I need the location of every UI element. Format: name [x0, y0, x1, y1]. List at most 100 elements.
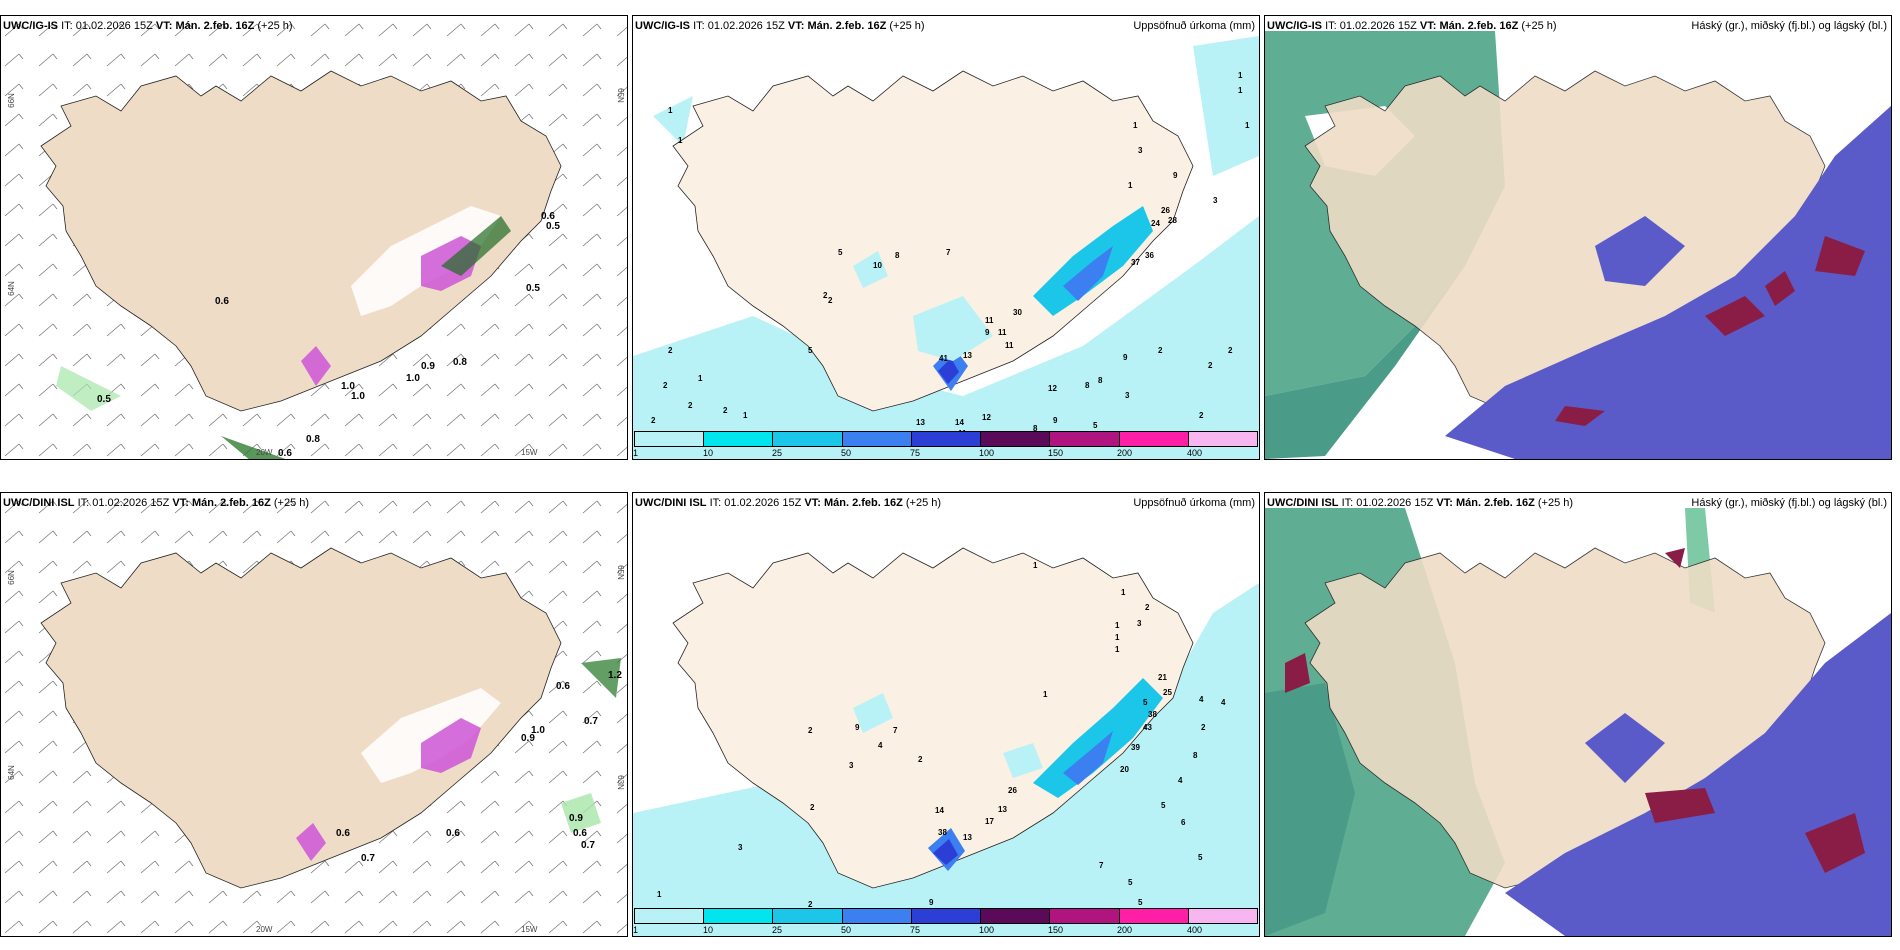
precip-value: 3: [738, 843, 743, 852]
precip-value: 2: [810, 803, 815, 812]
panel-dini-cloud: UWC/DINI ISL IT: 01.02.2026 15Z VT: Mán.…: [1264, 492, 1892, 937]
precip-value: 11: [998, 328, 1007, 337]
precip-value: 13: [998, 805, 1007, 814]
lon-label: 20W: [256, 925, 273, 934]
wind-map: [1, 16, 627, 459]
legend-swatch: [1119, 431, 1189, 447]
legend-tick: 25: [772, 448, 783, 458]
panel-right-title: Háský (gr.), miðský (fj.bl.) og lágský (…: [1691, 20, 1887, 32]
panel-right-title: Uppsöfnuð úrkoma (mm): [1133, 20, 1255, 32]
wind-label: 0.6: [541, 211, 555, 222]
legend-tick: 400: [1187, 925, 1203, 935]
wind-label: 0.9: [421, 361, 435, 372]
precip-value: 5: [808, 346, 813, 355]
precip-value: 5: [1198, 853, 1203, 862]
iceland-land: [40, 70, 562, 412]
legend-tick: 1: [633, 925, 639, 935]
precip-value: 1: [1115, 621, 1120, 630]
wind-label: 1.0: [406, 373, 420, 384]
precip-value: 8: [1085, 381, 1090, 390]
legend-swatch: [1188, 431, 1258, 447]
precip-value: 2: [651, 416, 656, 425]
iceland-land: [672, 547, 1194, 889]
precip-value: 9: [1173, 171, 1178, 180]
lat-label: 64N: [6, 281, 16, 296]
precip-value: 7: [946, 248, 951, 257]
panel-right-title: Háský (gr.), miðský (fj.bl.) og lágský (…: [1691, 497, 1887, 509]
precip-value: 2: [1158, 346, 1163, 355]
precip-value: 38: [938, 828, 947, 837]
precip-value: 1: [1128, 181, 1133, 190]
precip-value: 1: [1033, 561, 1038, 570]
precip-value: 38: [1148, 710, 1157, 719]
precip-value: 1: [1238, 86, 1243, 95]
legend-swatch: [634, 908, 705, 924]
precip-value: 2: [663, 381, 668, 390]
wind-label: 0.6: [446, 828, 460, 839]
legend-swatch: [773, 908, 843, 924]
precip-value: 8: [1098, 376, 1103, 385]
precip-value: 14: [935, 806, 944, 815]
precip-legend: 1 10 25 50 75 100 150 200 400: [633, 908, 1258, 936]
precip-value: 2: [688, 401, 693, 410]
panel-dini-wind: UWC/DINI ISL IT: 01.02.2026 15Z VT: Mán.…: [0, 492, 628, 937]
precip-value: 2: [668, 346, 673, 355]
precip-value: 1: [1133, 121, 1138, 130]
wind-label: 0.6: [278, 448, 292, 459]
precip-value: 26: [1008, 786, 1017, 795]
precip-value: 1: [657, 890, 662, 899]
wind-label: 0.8: [453, 357, 467, 368]
precip-value: 1: [743, 411, 748, 420]
lat-label: 66N: [6, 570, 16, 585]
panel-title: UWC/IG-IS IT: 01.02.2026 15Z VT: Mán. 2.…: [635, 20, 925, 32]
precip-value: 2: [828, 296, 833, 305]
panel-title: UWC/IG-IS IT: 01.02.2026 15Z VT: Mán. 2.…: [1267, 20, 1557, 32]
legend-tick: 150: [1048, 925, 1064, 935]
precip-value: 4: [1178, 776, 1183, 785]
precip-value: 1: [1115, 633, 1120, 642]
lon-label: 15W: [521, 925, 538, 934]
legend-tick: 10: [703, 925, 714, 935]
legend-tick: 10: [703, 448, 714, 458]
panel-iges-precip: UWC/IG-IS IT: 01.02.2026 15Z VT: Mán. 2.…: [632, 15, 1260, 460]
precip-value: 25: [1163, 688, 1172, 697]
precip-value: 2: [1208, 361, 1213, 370]
legend-tick: 25: [772, 925, 783, 935]
panel-dini-precip: UWC/DINI ISL IT: 01.02.2026 15Z VT: Mán.…: [632, 492, 1260, 937]
cloud-map: [1265, 493, 1891, 936]
legend-tick: 75: [910, 925, 921, 935]
precip-value: 5: [838, 248, 843, 257]
precip-value: 6: [1181, 818, 1186, 827]
precip-value: 13: [963, 351, 972, 360]
wind-label: 0.6: [573, 828, 587, 839]
wind-label: 1.0: [341, 381, 355, 392]
precip-value: 8: [895, 251, 900, 260]
precip-value: 1: [1238, 71, 1243, 80]
wind-label: 1.2: [608, 670, 622, 681]
precip-value: 28: [1168, 216, 1177, 225]
panel-iges-cloud: UWC/IG-IS IT: 01.02.2026 15Z VT: Mán. 2.…: [1264, 15, 1892, 460]
lat-label: 65N: [615, 88, 625, 103]
precip-value: 1: [1115, 645, 1120, 654]
precip-value: 30: [1013, 308, 1022, 317]
precip-value: 12: [982, 413, 991, 422]
precip-value: 2: [723, 406, 728, 415]
precip-value: 2: [1199, 411, 1204, 420]
precip-value: 11: [985, 316, 994, 325]
precip-value: 4: [1199, 695, 1204, 704]
precip-value: 8: [1193, 751, 1198, 760]
legend-tick: 400: [1187, 448, 1203, 458]
wind-label: 0.5: [546, 221, 560, 232]
precip-value: 11: [1005, 341, 1014, 350]
precip-value: 9: [929, 898, 934, 907]
lon-label: 15W: [521, 448, 538, 457]
lat-label: 65N: [615, 565, 625, 580]
legend-swatch: [842, 908, 912, 924]
wind-label: 0.7: [581, 840, 595, 851]
legend-swatch: [981, 431, 1051, 447]
precip-value: 24: [1151, 219, 1160, 228]
panel-iges-wind: UWC/IG-IS IT: 01.02.2026 15Z VT: Mán. 2.…: [0, 15, 628, 460]
legend-tick: 50: [841, 925, 852, 935]
precip-value: 21: [1158, 673, 1167, 682]
lon-label: 20W: [256, 448, 273, 457]
